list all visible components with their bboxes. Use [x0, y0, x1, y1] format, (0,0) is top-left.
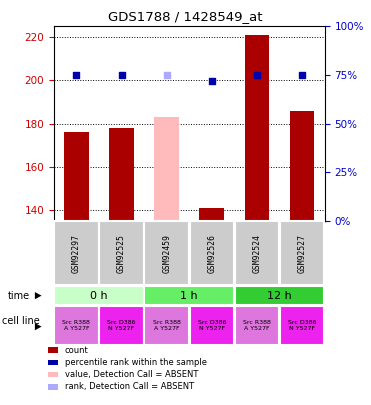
Bar — [244, 35, 269, 221]
Point — [73, 72, 79, 78]
Text: GSM92524: GSM92524 — [252, 234, 262, 273]
Point — [209, 77, 215, 84]
Text: GSM92527: GSM92527 — [298, 234, 306, 273]
Text: 1 h: 1 h — [180, 291, 198, 301]
Text: GSM92526: GSM92526 — [207, 234, 216, 273]
Text: GSM92525: GSM92525 — [117, 234, 126, 273]
Text: percentile rank within the sample: percentile rank within the sample — [65, 358, 207, 367]
Text: 12 h: 12 h — [267, 291, 292, 301]
Text: 0 h: 0 h — [90, 291, 108, 301]
Point — [254, 72, 260, 78]
Bar — [290, 111, 315, 221]
Text: Src D386
N Y527F: Src D386 N Y527F — [107, 320, 136, 331]
Text: time: time — [7, 291, 30, 301]
Bar — [64, 132, 89, 221]
Text: GDS1788 / 1428549_at: GDS1788 / 1428549_at — [108, 10, 263, 23]
Text: value, Detection Call = ABSENT: value, Detection Call = ABSENT — [65, 370, 198, 379]
Text: cell line: cell line — [2, 315, 40, 326]
Text: Src R388
A Y527F: Src R388 A Y527F — [62, 320, 90, 331]
Point — [299, 72, 305, 78]
Bar — [199, 208, 224, 221]
Text: Src R388
A Y527F: Src R388 A Y527F — [243, 320, 271, 331]
Text: Src D386
N Y527F: Src D386 N Y527F — [197, 320, 226, 331]
Text: rank, Detection Call = ABSENT: rank, Detection Call = ABSENT — [65, 382, 194, 391]
Text: count: count — [65, 346, 89, 355]
Bar — [109, 128, 134, 221]
Text: Src R388
A Y527F: Src R388 A Y527F — [153, 320, 181, 331]
Text: GSM92459: GSM92459 — [162, 234, 171, 273]
Point — [119, 72, 125, 78]
Text: GSM92297: GSM92297 — [72, 234, 81, 273]
Text: Src D386
N Y527F: Src D386 N Y527F — [288, 320, 316, 331]
Bar — [154, 117, 179, 221]
Point — [164, 72, 170, 78]
